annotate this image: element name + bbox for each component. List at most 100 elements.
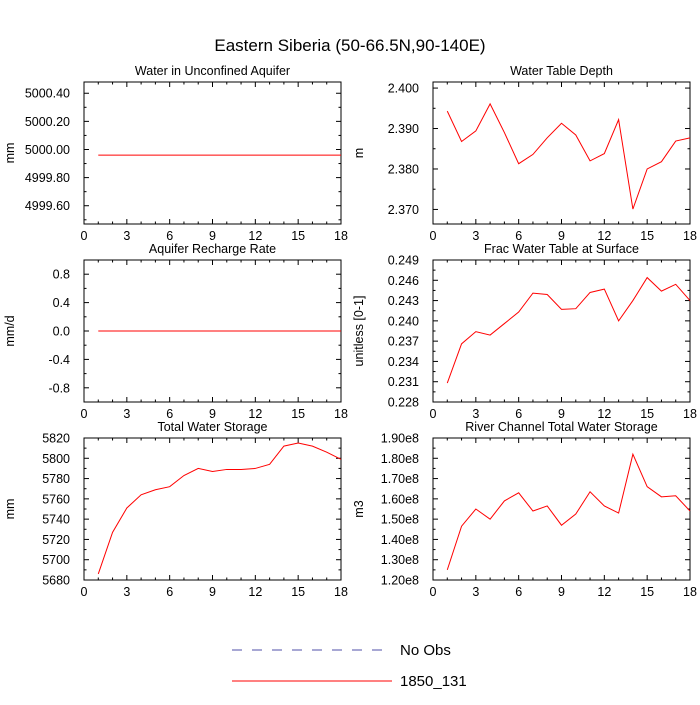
panel-1-ytick-label: 4999.60 — [25, 199, 70, 213]
panel-2-xtick-label: 3 — [472, 229, 479, 243]
panel-3-ytick-label: 0.0 — [53, 325, 70, 339]
panel-5-ytick-label: 5700 — [42, 553, 70, 567]
panel-3-ytick-label: 0.4 — [53, 296, 70, 310]
panel-5-xtick-label: 9 — [209, 585, 216, 599]
panel-4-ylabel: unitless [0-1] — [352, 296, 366, 367]
panel-5-ytick-label: 5720 — [42, 533, 70, 547]
panel-1-xtick-label: 3 — [123, 229, 130, 243]
panel-5-xtick-label: 6 — [166, 585, 173, 599]
panel-5-ytick-label: 5800 — [42, 452, 70, 466]
panel-4-ytick-label: 0.228 — [388, 396, 419, 410]
panel-5-ytick-label: 5680 — [42, 574, 70, 588]
panel-2-xtick-label: 0 — [430, 229, 437, 243]
panel-5-xtick-label: 3 — [123, 585, 130, 599]
panel-2-ylabel: m — [352, 148, 366, 158]
panel-1-title: Water in Unconfined Aquifer — [135, 64, 290, 78]
panel-5-series-1850-131 — [97, 442, 342, 575]
panel-2-series-1850-131 — [446, 102, 691, 210]
panel-4-xtick-label: 6 — [515, 407, 522, 421]
panel-3-xtick-label: 18 — [334, 407, 348, 421]
panel-5: Total Water Storage mm 0 3 6 9 12 15 18 5680 5700 5… — [3, 420, 348, 599]
panel-4-xtick-label: 0 — [430, 407, 437, 421]
panel-1-xtick-label: 9 — [209, 229, 216, 243]
panel-5-ytick-label: 5820 — [42, 432, 70, 446]
panel-6-series-1850-131 — [446, 452, 691, 571]
panel-4-ytick-label: 0.234 — [388, 355, 419, 369]
panel-3-xtick-label: 15 — [291, 407, 305, 421]
panel-3-xtick-label: 12 — [248, 407, 262, 421]
panel-6-xtick-label: 18 — [683, 585, 697, 599]
panel-2: Water Table Depth m 0 3 6 9 12 15 18 2.370 2.380 2.… — [352, 64, 697, 243]
panel-5-xtick-label: 0 — [81, 585, 88, 599]
panel-6-ytick-label: 1.60e8 — [381, 492, 419, 506]
panel-3: Aquifer Recharge Rate mm/d 0 3 6 9 12 15 18 -0.8 -… — [3, 242, 348, 421]
panel-4-series-1850-131 — [446, 276, 691, 384]
panel-4-ytick-label: 0.249 — [388, 254, 419, 268]
panel-5-xtick-label: 12 — [248, 585, 262, 599]
panel-5-ytick-label: 5760 — [42, 492, 70, 506]
panel-6-ytick-label: 1.30e8 — [381, 553, 419, 567]
legend-label-no-obs: No Obs — [400, 642, 451, 659]
panel-3-xtick-label: 3 — [123, 407, 130, 421]
panel-6-ytick-label: 1.40e8 — [381, 533, 419, 547]
panel-1-xtick-label: 12 — [248, 229, 262, 243]
panel-2-xtick-label: 9 — [558, 229, 565, 243]
panel-6-title: River Channel Total Water Storage — [465, 420, 658, 434]
panel-2-ytick-label: 2.400 — [388, 82, 419, 96]
panel-2-xtick-label: 15 — [640, 229, 654, 243]
panel-4-xtick-label: 9 — [558, 407, 565, 421]
panel-6-xtick-label: 0 — [430, 585, 437, 599]
panel-2-xtick-label: 6 — [515, 229, 522, 243]
panel-4-xtick-label: 3 — [472, 407, 479, 421]
legend: No Obs 1850_131 — [232, 642, 467, 690]
panel-3-ytick-label: -0.8 — [48, 381, 70, 395]
panel-5-xtick-label: 18 — [334, 585, 348, 599]
panel-4-xtick-label: 12 — [597, 407, 611, 421]
legend-label-1850-131: 1850_131 — [400, 673, 467, 690]
panel-3-xtick-label: 0 — [81, 407, 88, 421]
panel-5-ytick-label: 5740 — [42, 513, 70, 527]
panel-1-ytick-label: 5000.20 — [25, 115, 70, 129]
panel-4-xtick-label: 18 — [683, 407, 697, 421]
panel-3-xtick-label: 9 — [209, 407, 216, 421]
panel-1-frame — [83, 81, 342, 225]
panel-6-ytick-label: 1.50e8 — [381, 513, 419, 527]
panel-5-xtick-label: 15 — [291, 585, 305, 599]
panel-4-ytick-label: 0.246 — [388, 274, 419, 288]
panel-5-ytick-label: 5780 — [42, 472, 70, 486]
panel-1-ytick-label: 4999.80 — [25, 171, 70, 185]
panel-1: Water in Unconfined Aquifer mm 0 3 6 9 12 15 18 4… — [3, 64, 348, 243]
panel-6-ylabel: m3 — [352, 500, 366, 517]
panel-3-ylabel: mm/d — [3, 315, 17, 346]
panel-1-ytick-label: 5000.00 — [25, 143, 70, 157]
panel-3-xtick-label: 6 — [166, 407, 173, 421]
panel-3-ytick-label: 0.8 — [53, 268, 70, 282]
panel-6-xtick-label: 9 — [558, 585, 565, 599]
panel-1-xtick-label: 0 — [81, 229, 88, 243]
panel-6-xtick-label: 15 — [640, 585, 654, 599]
panel-4-xtick-label: 15 — [640, 407, 654, 421]
panel-5-title: Total Water Storage — [157, 420, 267, 434]
panel-1-ylabel: mm — [3, 143, 17, 164]
panel-6-ytick-label: 1.90e8 — [381, 432, 419, 446]
panel-4-ytick-label: 0.243 — [388, 294, 419, 308]
panel-6-xtick-label: 6 — [515, 585, 522, 599]
panel-4-ytick-label: 0.231 — [388, 375, 419, 389]
figure-title: Eastern Siberia (50-66.5N,90-140E) — [214, 36, 485, 55]
panel-5-ylabel: mm — [3, 499, 17, 520]
panel-6: River Channel Total Water Storage m3 0 3 6 9 1… — [352, 420, 697, 599]
panel-4-ytick-label: 0.237 — [388, 335, 419, 349]
panel-1-ytick-label: 5000.40 — [25, 87, 70, 101]
panel-2-ytick-label: 2.370 — [388, 203, 419, 217]
panel-2-ytick-label: 2.390 — [388, 122, 419, 136]
panel-2-xtick-label: 12 — [597, 229, 611, 243]
panel-2-title: Water Table Depth — [510, 64, 613, 78]
panel-4-title: Frac Water Table at Surface — [484, 242, 639, 256]
panel-4-ytick-label: 0.240 — [388, 314, 419, 328]
panel-2-xtick-label: 18 — [683, 229, 697, 243]
panel-6-ytick-label: 1.70e8 — [381, 472, 419, 486]
panel-5-frame — [83, 437, 342, 581]
panel-1-xtick-label: 6 — [166, 229, 173, 243]
